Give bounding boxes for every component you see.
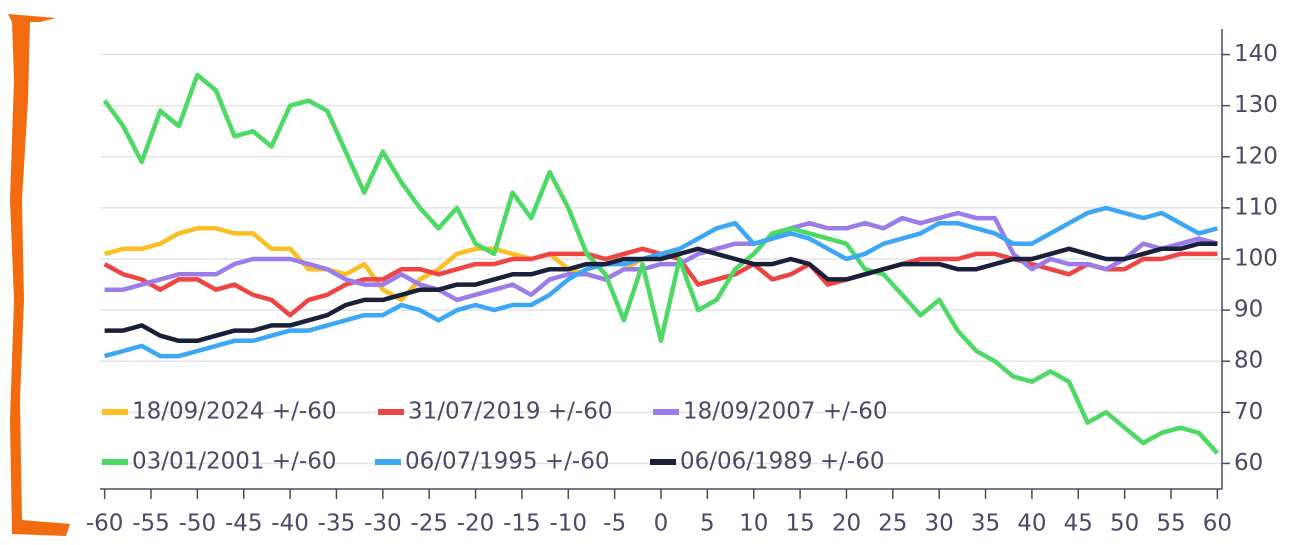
x-tick-label: -55 [132,511,170,537]
legend-label: 31/07/2019 +/-60 [408,399,612,425]
x-tick-label: -40 [271,511,309,537]
x-tick-label: 25 [878,511,907,537]
x-tick-label: 20 [832,511,861,537]
x-tick-label: -25 [410,511,448,537]
x-tick-label: 10 [739,511,768,537]
legend-label: 18/09/2024 +/-60 [132,399,336,425]
line-series [104,205,1218,359]
legend-label: 06/07/1995 +/-60 [405,449,609,475]
x-tick-label: -5 [603,511,626,537]
y-tick-label: 100 [1234,246,1278,272]
y-tick-label: 80 [1234,348,1263,374]
y-tick-label: 110 [1234,194,1278,220]
line-series [102,72,1220,455]
y-tick-label: 130 [1234,92,1278,118]
y-tick-label: 90 [1234,297,1263,323]
x-tick-label: 5 [700,511,715,537]
x-tick-label: 60 [1203,511,1232,537]
legend-swatch [650,459,676,465]
legend-swatch [102,409,128,415]
legend-swatch [102,459,128,465]
x-tick-label: 50 [1110,511,1139,537]
legend-label: 03/01/2001 +/-60 [132,449,336,475]
x-tick-label: 40 [1017,511,1046,537]
legend-swatch [378,409,404,415]
x-tick-label: 30 [925,511,954,537]
y-tick-label: 140 [1234,41,1278,67]
x-tick-label: -20 [457,511,495,537]
legend-swatch [653,409,679,415]
legend-swatch [375,459,401,465]
x-tick-label: 0 [654,511,669,537]
x-tick-label: -15 [503,511,541,537]
x-tick-label: -60 [86,511,124,537]
x-tick-label: -45 [225,511,263,537]
x-tick-label: 15 [785,511,814,537]
y-tick-label: 120 [1234,143,1278,169]
line-series [104,210,1218,303]
x-tick-label: 35 [971,511,1000,537]
x-tick-label: -30 [364,511,402,537]
y-tick-label: 70 [1234,399,1263,425]
legend-label: 06/06/1989 +/-60 [680,449,884,475]
x-tick-label: -50 [179,511,217,537]
x-tick-label: -10 [549,511,587,537]
x-tick-label: 45 [1064,511,1093,537]
decor-bracket [8,14,70,536]
line-series [104,241,1218,344]
x-tick-label: -35 [318,511,356,537]
y-tick-label: 60 [1234,450,1263,476]
x-tick-label: 55 [1156,511,1185,537]
legend-label: 18/09/2007 +/-60 [683,399,887,425]
